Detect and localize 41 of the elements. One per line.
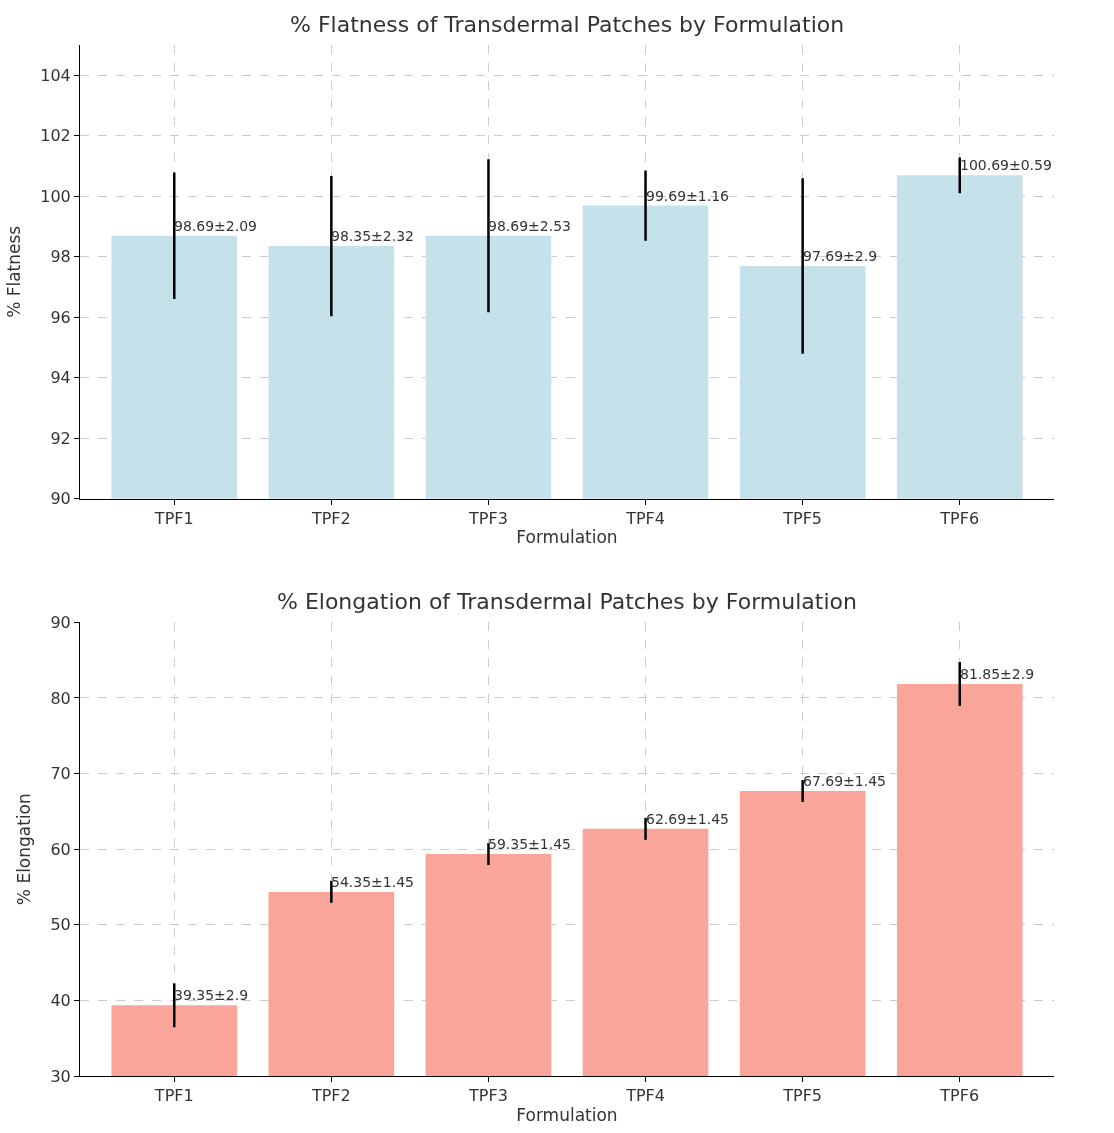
x-tick-label: TPF2 — [310, 508, 351, 528]
data-label: 97.69±2.9 — [803, 248, 878, 264]
data-label: 62.69±1.45 — [646, 811, 729, 827]
y-axis-title: % Flatness — [3, 225, 24, 318]
y-tick-label: 40 — [50, 990, 71, 1010]
x-tick-label: TPF1 — [153, 508, 194, 528]
x-tick-label: TPF4 — [625, 508, 665, 528]
data-label: 81.85±2.9 — [960, 666, 1035, 682]
x-tick-label: TPF5 — [782, 1086, 823, 1106]
x-tick-label: TPF6 — [939, 508, 980, 528]
x-tick-label: TPF3 — [468, 1086, 508, 1106]
x-tick-label: TPF3 — [468, 508, 508, 528]
data-label: 99.69±1.16 — [646, 188, 730, 204]
y-tick-label: 50 — [50, 915, 71, 935]
y-tick-label: 98 — [50, 247, 71, 267]
data-label: 59.35±1.45 — [488, 836, 571, 852]
x-tick-label: TPF1 — [153, 1086, 194, 1106]
y-tick-label: 100 — [40, 186, 71, 206]
y-tick-label: 90 — [50, 489, 71, 509]
data-label: 67.69±1.45 — [803, 773, 886, 789]
y-tick-label: 92 — [50, 428, 71, 448]
y-tick-label: 30 — [50, 1066, 71, 1086]
x-tick-label: TPF6 — [939, 1086, 980, 1106]
chart-title: % Flatness of Transdermal Patches by Formulation — [290, 12, 845, 37]
y-tick-label: 80 — [50, 688, 71, 708]
y-tick-label: 102 — [40, 126, 71, 146]
y-tick-label: 104 — [40, 65, 71, 85]
y-tick-label: 94 — [50, 368, 71, 388]
x-axis-title: Formulation — [516, 1104, 618, 1125]
y-tick-label: 96 — [50, 307, 71, 327]
y-axis-title: % Elongation — [13, 793, 34, 906]
y-tick-label: 90 — [50, 612, 71, 632]
data-label: 54.35±1.45 — [331, 874, 414, 890]
x-tick-label: TPF2 — [310, 1086, 351, 1106]
x-tick-label: TPF5 — [782, 508, 823, 528]
x-axis-title: Formulation — [516, 527, 618, 548]
chart-title: % Elongation of Transdermal Patches by Formulation — [277, 589, 857, 614]
y-tick-label: 70 — [50, 764, 71, 784]
data-label: 100.69±0.59 — [960, 157, 1052, 173]
x-tick-label: TPF4 — [625, 1086, 665, 1106]
y-tick-label: 60 — [50, 839, 71, 859]
